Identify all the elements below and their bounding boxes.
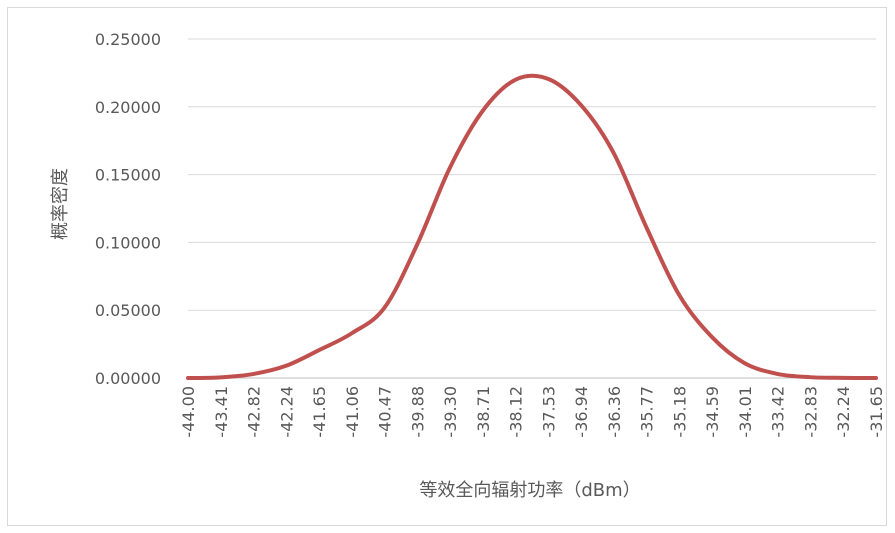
x-axis-title: 等效全向辐射功率（dBm） — [419, 480, 640, 501]
y-axis-title: 概率密度 — [50, 168, 71, 240]
x-tick-label: -34.59 — [703, 386, 722, 438]
x-axis-ticks: -44.00 -43.41 -42.82 -42.24 -41.65 -41.06 -40.… — [179, 386, 886, 438]
y-tick-label: 0.15000 — [95, 166, 161, 185]
x-tick-label: -34.01 — [736, 386, 755, 438]
x-tick-label: -41.65 — [310, 386, 329, 438]
x-tick-label: -36.36 — [605, 386, 624, 438]
x-tick-label: -42.24 — [277, 386, 296, 438]
x-tick-label: -38.12 — [507, 386, 526, 438]
x-tick-label: -43.41 — [212, 386, 231, 438]
chart-frame — [7, 7, 887, 526]
x-tick-label: -37.53 — [539, 386, 558, 438]
x-tick-label: -32.24 — [834, 386, 853, 438]
y-axis-ticks: 0.25000 0.20000 0.15000 0.10000 0.05000 0.000… — [95, 30, 161, 388]
x-tick-label: -39.88 — [408, 386, 427, 438]
y-tick-label: 0.20000 — [95, 98, 161, 117]
x-tick-label: -44.00 — [179, 386, 198, 438]
x-tick-label: -35.18 — [670, 386, 689, 438]
x-tick-label: -38.71 — [474, 386, 493, 438]
x-tick-label: -42.82 — [245, 386, 264, 438]
x-tick-label: -41.06 — [343, 386, 362, 438]
x-tick-label: -32.83 — [801, 386, 820, 438]
x-tick-label: -39.30 — [441, 386, 460, 438]
x-tick-label: -40.47 — [376, 386, 395, 438]
gridlines — [188, 38, 876, 379]
y-tick-label: 0.00000 — [95, 369, 161, 388]
series-layer — [186, 73, 878, 380]
x-tick-label: -31.65 — [867, 386, 886, 438]
x-tick-label: -36.94 — [572, 386, 591, 438]
y-tick-label: 0.10000 — [95, 233, 161, 252]
series-line — [186, 73, 878, 380]
y-tick-label: 0.05000 — [95, 301, 161, 320]
y-tick-label: 0.25000 — [95, 30, 161, 49]
x-tick-label: -33.42 — [769, 386, 788, 438]
x-tick-label: -35.77 — [638, 386, 657, 438]
